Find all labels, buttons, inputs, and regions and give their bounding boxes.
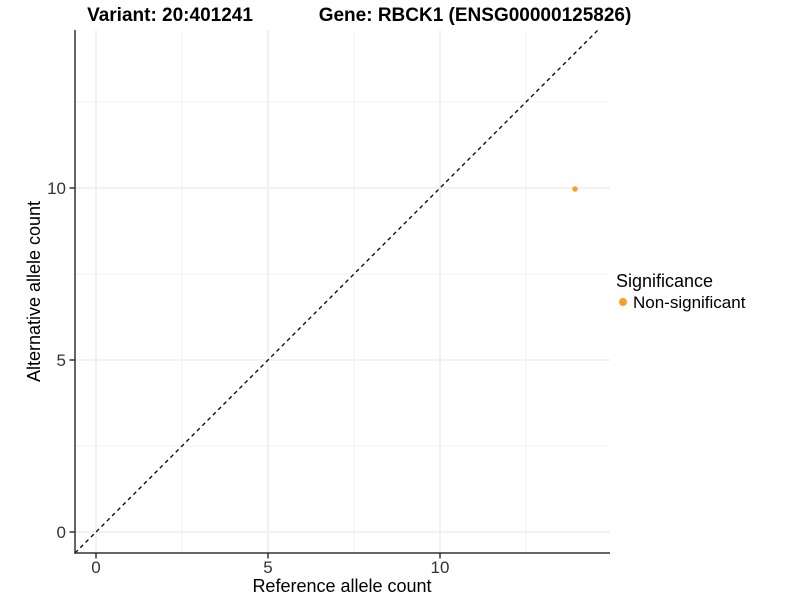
y-axis-title: Alternative allele count [24, 201, 44, 382]
y-tick-label-10: 10 [47, 179, 66, 198]
gene-title: Gene: RBCK1 (ENSG00000125826) [319, 5, 632, 26]
x-tick-label-0: 0 [91, 558, 100, 577]
gridlines-minor [75, 30, 610, 553]
legend-title: Significance [616, 271, 713, 291]
x-tick-label-10: 10 [431, 558, 450, 577]
plot-panel [75, 30, 610, 553]
x-tick-label-5: 5 [263, 558, 272, 577]
legend-key-circle-icon [619, 298, 627, 306]
legend-entry-non-significant: Non-significant [633, 293, 746, 312]
variant-title: Variant: 20:401241 [87, 5, 253, 26]
y-tick-label-0: 0 [57, 523, 66, 542]
gridlines-major [75, 30, 610, 553]
legend: Significance Non-significant [616, 271, 746, 312]
tick-marks [69, 187, 441, 559]
identity-reference-line [74, 29, 599, 554]
x-axis-title: Reference allele count [252, 576, 431, 596]
data-point-non-significant [572, 186, 578, 192]
y-tick-label-5: 5 [57, 351, 66, 370]
